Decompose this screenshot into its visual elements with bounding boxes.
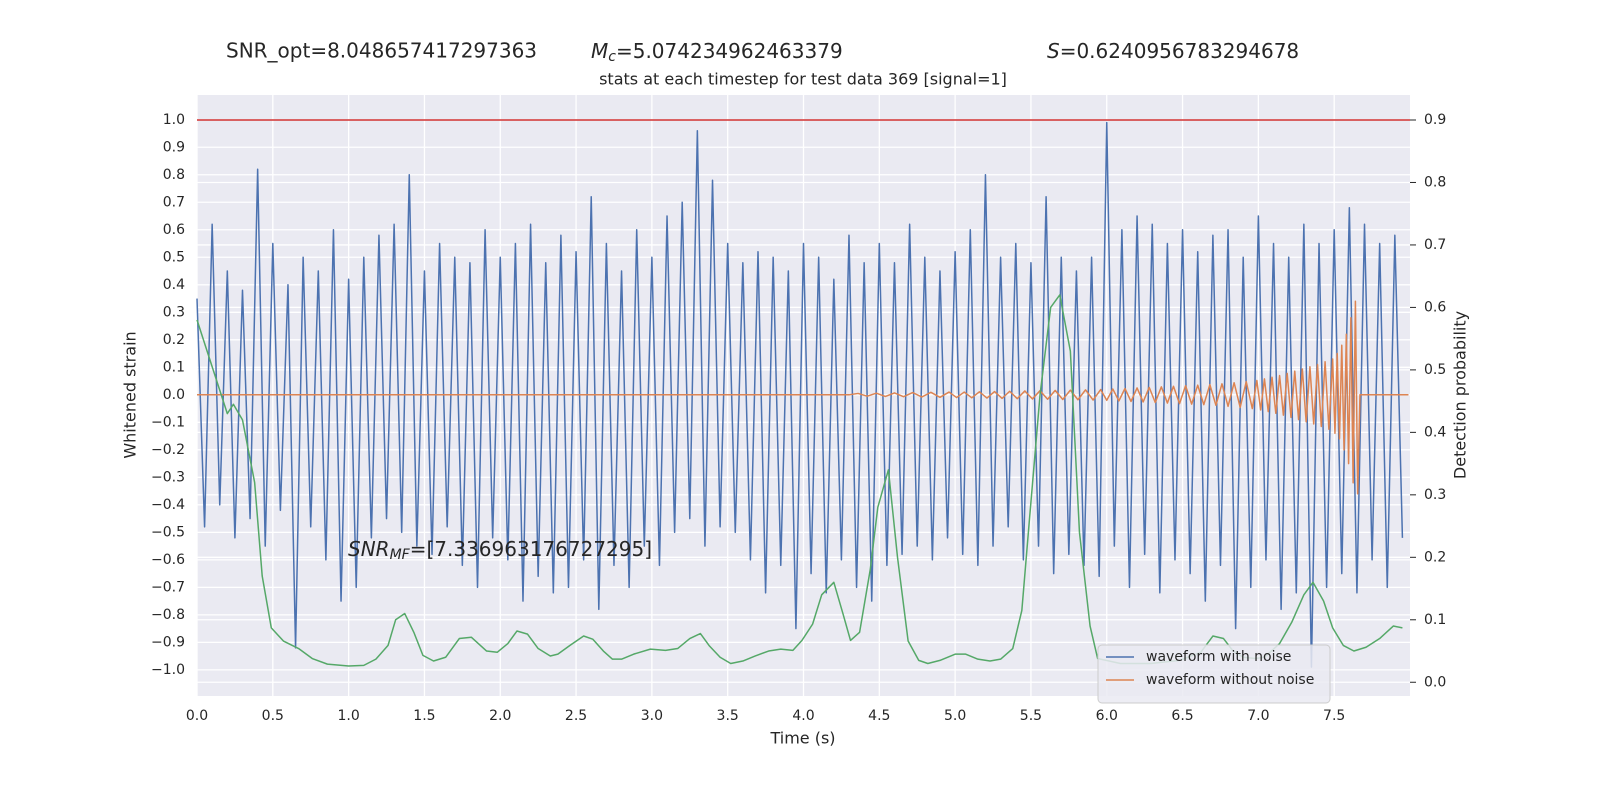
spin: S=0.6240956783294678 — [1047, 39, 1299, 63]
x-tick-label: 3.5 — [717, 708, 739, 724]
y-tick-label: −0.3 — [151, 469, 185, 485]
value: =0.6240956783294678 — [1060, 39, 1299, 63]
legend-label: waveform without noise — [1146, 672, 1314, 688]
y-tick-label: −1.0 — [151, 662, 185, 678]
y-tick-label: 0.5 — [163, 249, 185, 265]
snr-mf: SNRMF=[7.336963176727295] — [348, 537, 652, 564]
symbol: SNR — [348, 537, 390, 561]
chart-title: stats at each timestep for test data 369… — [599, 70, 1007, 89]
y-tick-label: 0.8 — [163, 167, 185, 183]
y-axis-label: Whitened strain — [121, 331, 140, 458]
y2-tick-label: 0.9 — [1424, 112, 1446, 128]
x-tick-label: 2.5 — [565, 708, 587, 724]
x-tick-label: 3.0 — [641, 708, 663, 724]
y-tick-label: −0.9 — [151, 634, 185, 650]
x-tick-label: 0.5 — [262, 708, 284, 724]
series-line — [197, 300, 1409, 495]
x-axis-label: Time (s) — [769, 729, 835, 748]
legend-label: waveform with noise — [1146, 649, 1291, 665]
y-tick-label: −0.1 — [151, 414, 185, 430]
x-tick-label: 2.0 — [489, 708, 511, 724]
y2-tick-label: 0.8 — [1424, 174, 1446, 190]
y2-axis-label: Detection probability — [1451, 311, 1470, 479]
y-tick-label: 0.6 — [163, 222, 185, 238]
y-tick-label: 0.1 — [163, 359, 185, 375]
y2-tick-label: 0.0 — [1424, 674, 1446, 690]
x-tick-label: 7.5 — [1323, 708, 1345, 724]
y-tick-label: −0.5 — [151, 524, 185, 540]
series-line — [196, 121, 1404, 668]
y2-tick-label: 0.5 — [1424, 362, 1446, 378]
y2-tick-label: 0.7 — [1424, 237, 1446, 253]
y-tick-label: 0.4 — [163, 277, 185, 293]
subscript: c — [608, 49, 616, 65]
y-tick-label: −0.4 — [151, 497, 185, 513]
y2-tick-label: 0.1 — [1424, 612, 1446, 628]
y-tick-label: −0.2 — [151, 442, 185, 458]
y-tick-label: 0.9 — [163, 139, 185, 155]
legend-box — [1097, 644, 1331, 704]
x-tick-label: 4.0 — [792, 708, 814, 724]
chirp-mass: Mc=5.074234962463379 — [591, 39, 843, 66]
x-tick-label: 5.0 — [944, 708, 966, 724]
legend: waveform with noise waveform without nois… — [1097, 644, 1331, 704]
y-tick-label: 1.0 — [163, 112, 185, 128]
x-tick-label: 1.5 — [413, 708, 435, 724]
y-tick-label: 0.2 — [163, 332, 185, 348]
value: =[7.336963176727295] — [410, 537, 652, 561]
marks — [196, 119, 1410, 668]
y2-tick-label: 0.6 — [1424, 299, 1446, 315]
x-tick-label: 1.0 — [337, 708, 359, 724]
y-tick-label: −0.6 — [151, 552, 185, 568]
symbol: S — [1047, 39, 1060, 63]
y-tick-label: 0.7 — [163, 194, 185, 210]
y2-tick-label: 0.4 — [1424, 424, 1446, 440]
y-tick-label: 0.3 — [163, 304, 185, 320]
y2-tick-label: 0.2 — [1424, 549, 1446, 565]
x-tick-label: 6.5 — [1171, 708, 1193, 724]
snr-opt: SNR_opt=8.048657417297363 — [226, 39, 537, 63]
subscript: MF — [390, 547, 411, 563]
y-tick-label: −0.8 — [151, 607, 185, 623]
value: =5.074234962463379 — [616, 39, 843, 63]
series-line — [196, 294, 1403, 667]
grid — [196, 95, 1410, 696]
labels: 0.0 0.5 1.0 1.5 2.0 2.5 3.0 3.5 4.0 4.5 5.0 5.5 6.0 6… — [151, 112, 1446, 724]
x-tick-label: 0.0 — [186, 708, 208, 724]
y-tick-label: −0.7 — [151, 579, 185, 595]
x-tick-label: 4.5 — [868, 708, 890, 724]
x-tick-label: 7.0 — [1247, 708, 1269, 724]
symbol: M — [591, 39, 608, 63]
x-tick-label: 5.5 — [1020, 708, 1042, 724]
y-tick-label: 0.0 — [163, 387, 185, 403]
y2-tick-label: 0.3 — [1424, 487, 1446, 503]
x-tick-label: 6.0 — [1096, 708, 1118, 724]
